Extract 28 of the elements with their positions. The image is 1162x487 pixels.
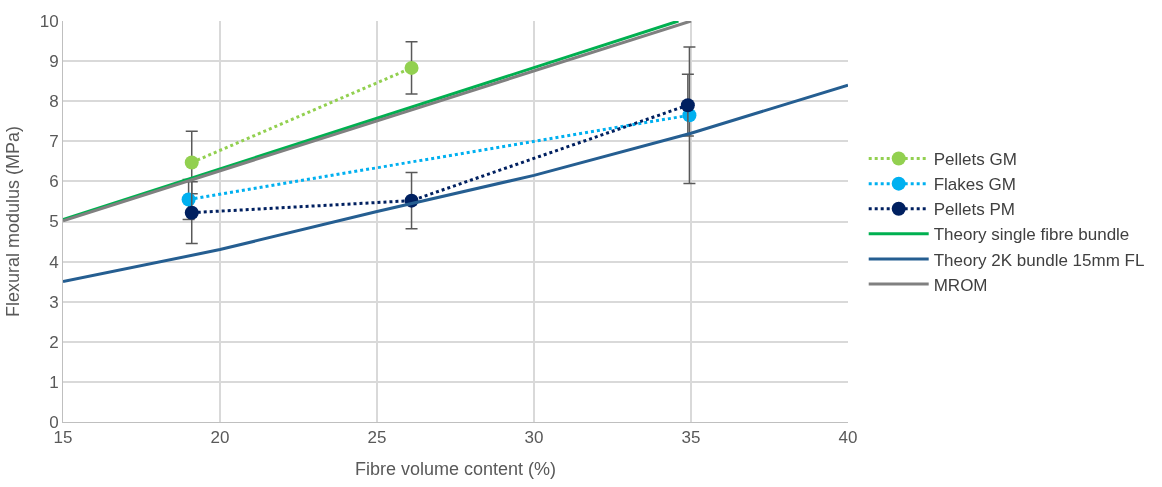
x-tick-label: 25 bbox=[367, 428, 387, 448]
y-tick-label: 2 bbox=[49, 332, 59, 352]
point bbox=[184, 155, 199, 170]
x-tick-label: 20 bbox=[210, 428, 230, 448]
y-tick-label: 3 bbox=[49, 292, 59, 312]
legend-label: Theory single fibre bundle bbox=[933, 225, 1130, 245]
x-axis-title: Fibre volume content (%) bbox=[354, 458, 557, 479]
x-tick-label: 35 bbox=[681, 428, 701, 448]
y-tick-label: 7 bbox=[49, 132, 59, 152]
point bbox=[680, 98, 695, 113]
y-tick-label: 10 bbox=[39, 11, 59, 31]
point bbox=[184, 205, 199, 220]
legend-label: Pellets GM bbox=[933, 150, 1017, 170]
legend-label: MROM bbox=[933, 275, 988, 295]
line-series bbox=[63, 83, 848, 284]
y-tick-label: 5 bbox=[49, 212, 59, 232]
y-tick-label: 4 bbox=[49, 252, 59, 272]
y-tick-label: 6 bbox=[49, 172, 59, 192]
legend-label: Theory 2K bundle 15mm FL bbox=[933, 250, 1145, 270]
y-axis-title: Flexural modulus (MPa) bbox=[2, 125, 23, 318]
x-tick-label: 40 bbox=[838, 428, 858, 448]
legend-label: Flakes GM bbox=[933, 175, 1016, 195]
y-tick-label: 8 bbox=[49, 92, 59, 112]
legend-label: Pellets PM bbox=[933, 200, 1015, 220]
x-tick-label: 30 bbox=[524, 428, 544, 448]
y-tick-label: 9 bbox=[49, 52, 59, 72]
point bbox=[404, 60, 419, 75]
y-tick-label: 1 bbox=[49, 372, 59, 392]
